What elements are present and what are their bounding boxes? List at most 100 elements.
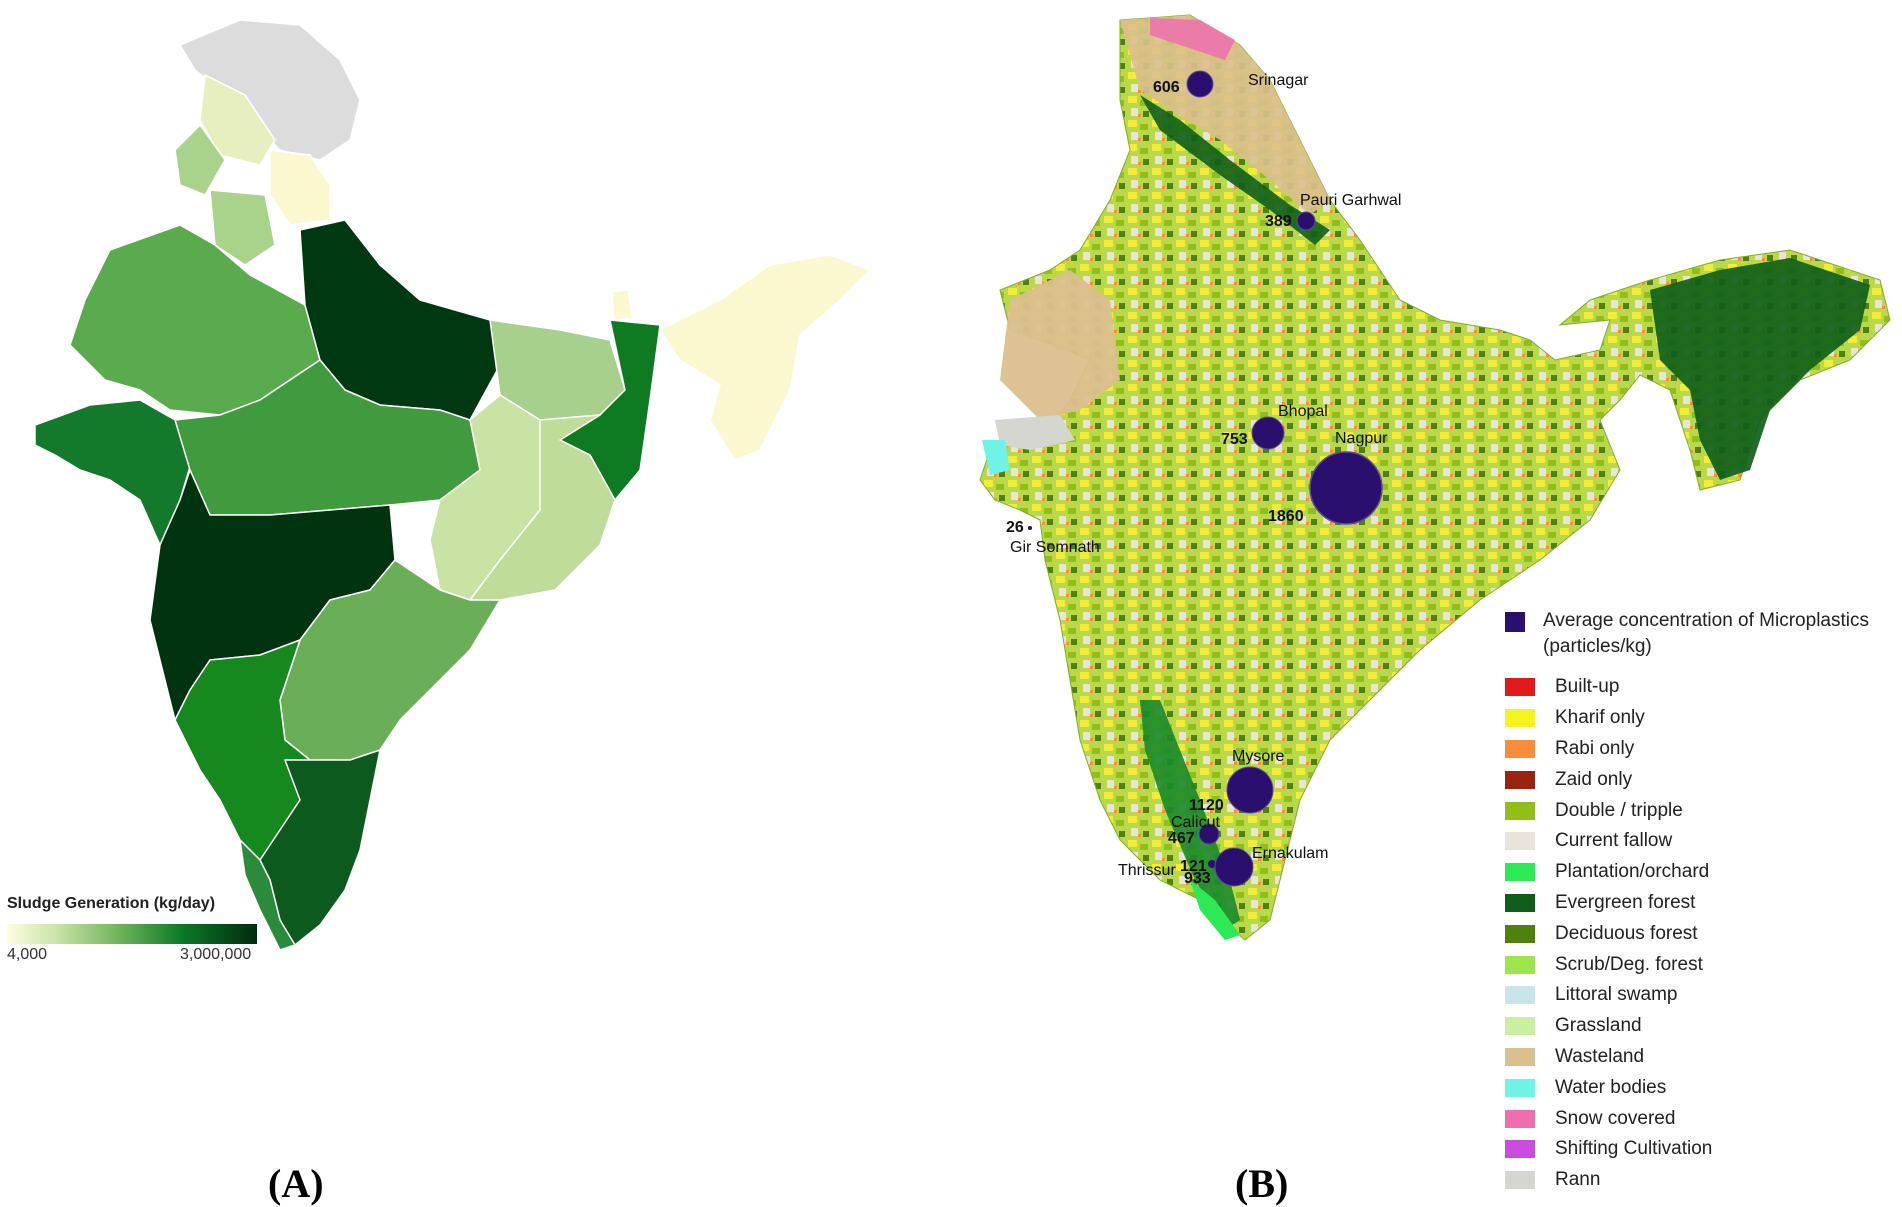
himalayan-band bbox=[1120, 15, 1330, 215]
state-punjab bbox=[174, 124, 226, 196]
legend-label: Grassland bbox=[1555, 1015, 1642, 1037]
city-value-nagpur: 1860 bbox=[1268, 508, 1304, 525]
forest-belt bbox=[1140, 95, 1330, 245]
state-haryana bbox=[209, 189, 276, 266]
legend-label: Current fallow bbox=[1555, 830, 1673, 852]
bubble-mysore bbox=[1226, 766, 1274, 814]
legend-item: Snow covered bbox=[1505, 1103, 1895, 1134]
city-value-srinagar: 606 bbox=[1153, 79, 1180, 96]
state-odisha bbox=[469, 414, 616, 601]
legend-swatch bbox=[1505, 863, 1535, 882]
city-label-calicut: Calicut bbox=[1171, 814, 1220, 831]
legend-swatch bbox=[1505, 1078, 1535, 1097]
legend-microplastics-entry: Average concentration of Microplastics (… bbox=[1505, 608, 1895, 660]
western-ghats bbox=[1140, 700, 1240, 930]
sludge-scale-title: Sludge Generation (kg/day) bbox=[7, 895, 216, 912]
legend-swatch bbox=[1505, 739, 1535, 758]
panel-b-label: (B) bbox=[1235, 1161, 1289, 1206]
legend-label: Shifting Cultivation bbox=[1555, 1138, 1713, 1160]
city-value-ernakulam: 933 bbox=[1184, 870, 1211, 887]
legend-swatch bbox=[1505, 832, 1535, 851]
state-uttarakhand bbox=[269, 149, 331, 226]
legend-item: Built-up bbox=[1505, 672, 1895, 703]
legend-swatch bbox=[1505, 678, 1535, 697]
city-value-bhopal: 753 bbox=[1221, 431, 1248, 448]
legend-label: Snow covered bbox=[1555, 1107, 1676, 1129]
legend-item: Grassland bbox=[1505, 1011, 1895, 1042]
state-sikkim bbox=[611, 289, 633, 321]
legend-rows: Built-up Kharif only Rabi only Zaid only Dou… bbox=[1505, 672, 1895, 1196]
city-value-calicut: 467 bbox=[1168, 830, 1195, 847]
city-value-thrissur: 121 bbox=[1180, 858, 1207, 875]
legend-item: Evergreen forest bbox=[1505, 888, 1895, 919]
legend-microplastics-label: Average concentration of Microplastics (… bbox=[1543, 610, 1869, 657]
bubble-srinagar bbox=[1186, 70, 1214, 98]
city-label-thrissur: Thrissur bbox=[1118, 862, 1176, 879]
bubble-nagpur bbox=[1309, 451, 1383, 525]
legend-label: Evergreen forest bbox=[1555, 891, 1696, 913]
legend-swatch bbox=[1505, 1140, 1535, 1159]
bubble-thrissur bbox=[1208, 860, 1216, 868]
legend-label: Deciduous forest bbox=[1555, 922, 1698, 944]
legend-label: Plantation/orchard bbox=[1555, 861, 1710, 883]
legend-item: Scrub/Deg. forest bbox=[1505, 949, 1895, 980]
water-gujarat bbox=[982, 440, 1010, 475]
kerala-plantation bbox=[1190, 880, 1240, 940]
legend-item: Deciduous forest bbox=[1505, 918, 1895, 949]
legend-swatch bbox=[1505, 1017, 1535, 1036]
legend-swatch bbox=[1505, 770, 1535, 789]
panel-a-label: (A) bbox=[268, 1161, 324, 1206]
legend-label: Littoral swamp bbox=[1555, 984, 1678, 1006]
bubble-pauri-garhwal bbox=[1296, 211, 1316, 231]
bubble-calicut bbox=[1198, 823, 1220, 845]
legend-swatch bbox=[1505, 1171, 1535, 1190]
legend-swatch bbox=[1505, 801, 1535, 820]
sludge-scale-max: 3,000,000 bbox=[180, 946, 252, 963]
city-label-nagpur: Nagpur bbox=[1335, 430, 1388, 447]
legend-item: Littoral swamp bbox=[1505, 980, 1895, 1011]
bubble-bhopal bbox=[1251, 416, 1285, 450]
legend-item: Plantation/orchard bbox=[1505, 857, 1895, 888]
state-tamil-nadu bbox=[259, 749, 381, 946]
legend-item: Current fallow bbox=[1505, 826, 1895, 857]
city-label-ernakulam: Ernakulam bbox=[1252, 845, 1329, 862]
legend-item: Wasteland bbox=[1505, 1042, 1895, 1073]
legend-label: Rabi only bbox=[1555, 737, 1635, 759]
city-value-mysore: 1120 bbox=[1189, 797, 1224, 814]
city-value-gir-somnath: 26 bbox=[1006, 519, 1024, 536]
legend-label: Wasteland bbox=[1555, 1045, 1645, 1067]
legend-item: Zaid only bbox=[1505, 764, 1895, 795]
legend-item: Water bodies bbox=[1505, 1072, 1895, 1103]
legend-swatch bbox=[1505, 986, 1535, 1005]
state-himachal bbox=[199, 74, 276, 166]
snow-cover bbox=[1150, 18, 1235, 60]
city-label-mysore: Mysore bbox=[1232, 748, 1285, 765]
legend-label: Rann bbox=[1555, 1169, 1601, 1191]
legend-item: Shifting Cultivation bbox=[1505, 1134, 1895, 1165]
legend-label: Double / tripple bbox=[1555, 799, 1683, 821]
sludge-color-scale bbox=[7, 924, 257, 944]
legend-label: Kharif only bbox=[1555, 707, 1645, 729]
bubble-gir-somnath bbox=[1028, 526, 1032, 530]
sludge-scale-min: 4,000 bbox=[7, 946, 48, 963]
legend-swatch bbox=[1505, 1047, 1535, 1066]
legend-label: Built-up bbox=[1555, 676, 1620, 698]
legend-swatch bbox=[1505, 893, 1535, 912]
state-kerala bbox=[239, 839, 296, 951]
microplastics-symbol bbox=[1505, 612, 1525, 632]
city-label-gir-somnath: Gir Somnath bbox=[1010, 539, 1100, 556]
city-label-bhopal: Bhopal bbox=[1278, 403, 1328, 420]
thar-wasteland bbox=[1000, 270, 1120, 420]
bubble-ernakulam bbox=[1214, 847, 1254, 887]
city-value-pauri-garhwal: 389 bbox=[1265, 213, 1292, 230]
land-use-legend: Average concentration of Microplastics (… bbox=[1505, 608, 1895, 1196]
legend-label: Scrub/Deg. forest bbox=[1555, 953, 1703, 975]
legend-swatch bbox=[1505, 924, 1535, 943]
state-northeast bbox=[659, 254, 871, 461]
city-label-srinagar: Srinagar bbox=[1248, 72, 1309, 89]
legend-item: Rann bbox=[1505, 1165, 1895, 1196]
legend-swatch bbox=[1505, 709, 1535, 728]
